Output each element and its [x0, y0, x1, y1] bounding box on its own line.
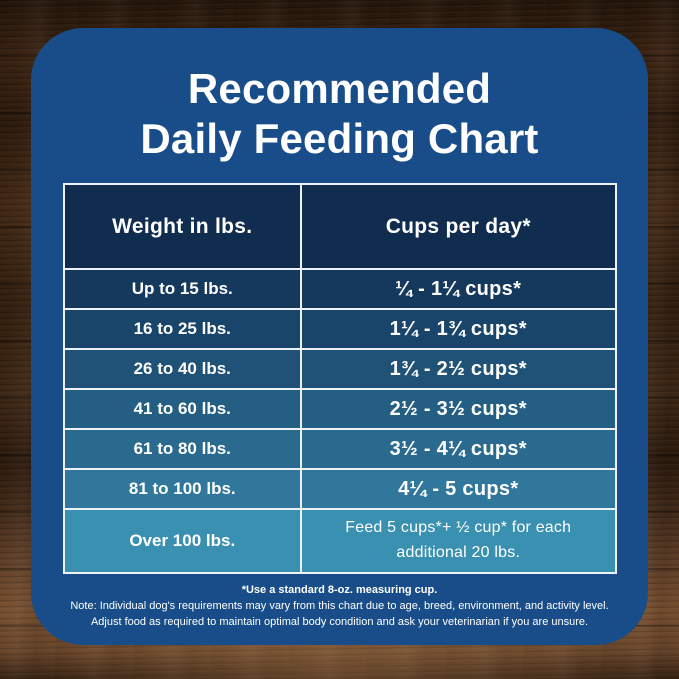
weight-cell: Up to 15 lbs. [65, 270, 302, 308]
weight-cell: 16 to 25 lbs. [65, 310, 302, 348]
feeding-table: Weight in lbs. Cups per day* Up to 15 lb… [63, 183, 617, 574]
table-row: 16 to 25 lbs. 1¼ - 1¾ cups* [65, 308, 615, 348]
weight-cell: 61 to 80 lbs. [65, 430, 302, 468]
header-cell-weight: Weight in lbs. [65, 185, 302, 268]
weight-cell: 41 to 60 lbs. [65, 390, 302, 428]
table-row: 81 to 100 lbs. 4¼ - 5 cups* [65, 468, 615, 508]
weight-cell: 26 to 40 lbs. [65, 350, 302, 388]
weight-cell: 81 to 100 lbs. [65, 470, 302, 508]
cups-cell: 4¼ - 5 cups* [398, 477, 519, 500]
table-header-row: Weight in lbs. Cups per day* [65, 185, 615, 268]
cups-cell: 3½ - 4¼ cups* [389, 437, 527, 460]
table-row: 41 to 60 lbs. 2½ - 3½ cups* [65, 388, 615, 428]
weight-cell: Over 100 lbs. [65, 510, 302, 572]
chart-panel: Recommended Daily Feeding Chart Weight i… [31, 28, 648, 645]
footnote-measuring-cup: *Use a standard 8-oz. measuring cup. [241, 584, 438, 596]
cups-cell-text: Feed 5 cups*+ ½ cup* for each additional… [345, 519, 572, 561]
footnotes: *Use a standard 8-oz. measuring cup. Not… [41, 582, 638, 630]
cups-cell: Feed 5 cups*+ ½ cup* for each additional… [302, 510, 616, 572]
header-cell-cups: Cups per day* [385, 214, 531, 238]
chart-title-line1: Recommended [187, 65, 492, 112]
chart-title: Recommended Daily Feeding Chart [31, 64, 648, 164]
footnote-note-line2: Adjust food as required to maintain opti… [90, 616, 589, 628]
chart-title-line2: Daily Feeding Chart [140, 115, 539, 162]
footnote-note-line1: Note: Individual dog's requirements may … [70, 600, 609, 612]
table-row: Up to 15 lbs. ¼ - 1¼ cups* [65, 268, 615, 308]
cups-cell: 2½ - 3½ cups* [389, 397, 527, 420]
table-row: Over 100 lbs. Feed 5 cups*+ ½ cup* for e… [65, 508, 615, 572]
table-row: 61 to 80 lbs. 3½ - 4¼ cups* [65, 428, 615, 468]
cups-cell: ¼ - 1¼ cups* [395, 277, 522, 300]
cups-cell: 1¾ - 2½ cups* [389, 357, 527, 380]
table-row: 26 to 40 lbs. 1¾ - 2½ cups* [65, 348, 615, 388]
cups-cell: 1¼ - 1¾ cups* [389, 317, 527, 340]
